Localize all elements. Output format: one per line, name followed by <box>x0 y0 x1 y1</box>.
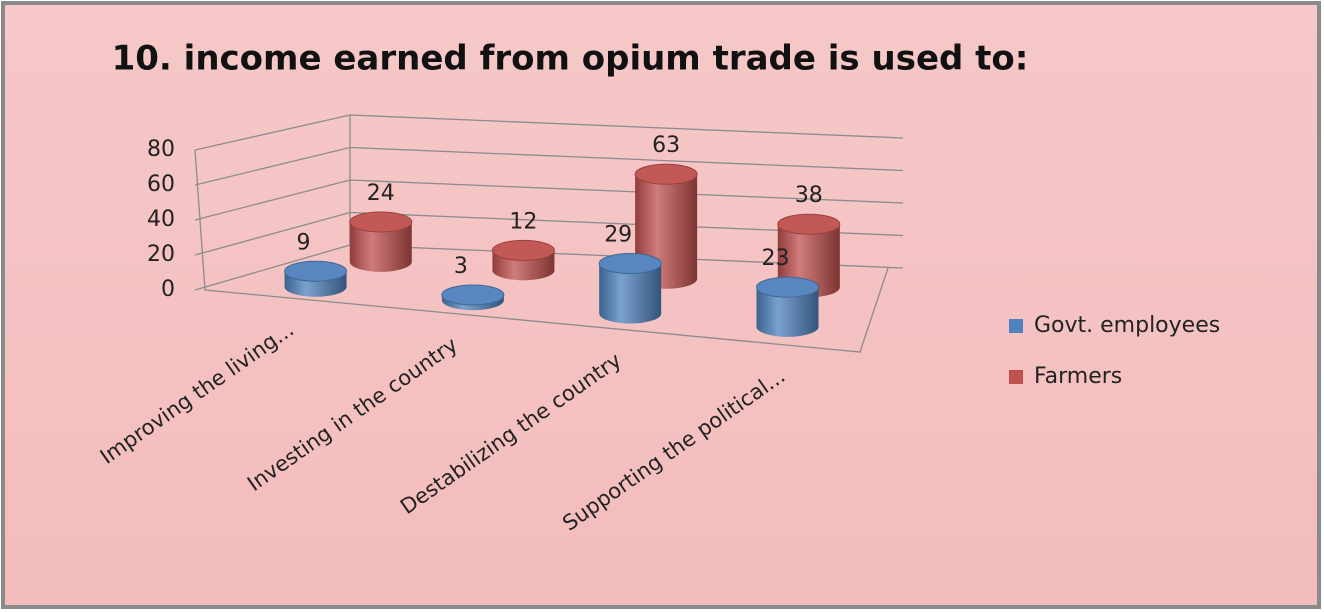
data-label: 12 <box>509 209 537 234</box>
cylinder-top <box>441 284 505 306</box>
legend-swatch <box>1009 319 1023 333</box>
axis-frame <box>194 149 889 353</box>
y-tick-label: 0 <box>161 277 175 302</box>
cylinder-top <box>634 163 698 185</box>
y-tick-label: 40 <box>147 207 175 232</box>
legend-swatch <box>1009 370 1023 384</box>
cylinder-bar <box>491 239 555 281</box>
data-label: 9 <box>297 230 311 255</box>
cylinder-bar <box>441 284 505 311</box>
cylinder-top <box>284 260 348 282</box>
cylinder-body <box>756 287 819 337</box>
y-tick-label: 20 <box>147 242 175 267</box>
cylinder-top <box>491 239 555 261</box>
y-tick-label: 60 <box>147 172 175 197</box>
cylinder-top <box>598 253 662 275</box>
cylinder-bar <box>598 253 662 324</box>
data-label: 3 <box>454 254 468 279</box>
data-label: 24 <box>367 181 395 206</box>
data-label: 38 <box>795 183 823 208</box>
cylinder-top <box>349 211 413 233</box>
cylinder-bar <box>349 211 413 272</box>
data-label: 63 <box>652 133 680 158</box>
cylinder-body <box>599 263 662 324</box>
legend-label: Farmers <box>1034 364 1122 389</box>
cylinder-top <box>756 276 820 298</box>
chart-title: 10. income earned from opium trade is us… <box>112 39 1029 79</box>
cylinder-top <box>777 213 841 235</box>
data-label: 23 <box>762 246 790 271</box>
cylinder-bar <box>756 276 820 337</box>
cylinder-bar <box>284 260 348 297</box>
data-label: 29 <box>604 223 632 248</box>
y-tick-label: 80 <box>147 137 175 162</box>
legend-label: Govt. employees <box>1034 313 1220 338</box>
cylinder-body <box>349 222 412 272</box>
